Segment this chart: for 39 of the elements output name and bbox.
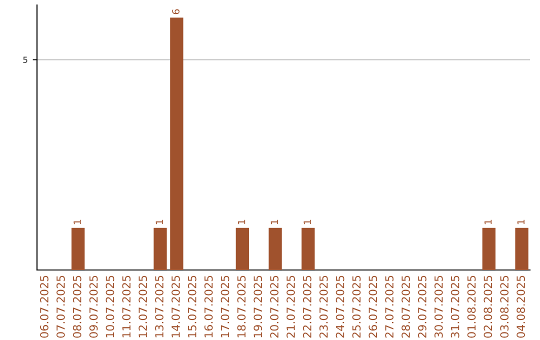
x-tick-label: 17.07.2025	[220, 276, 230, 338]
x-tick-label: 04.08.2025	[516, 276, 526, 338]
x-tick-label: 18.07.2025	[237, 276, 246, 338]
x-tick-label: 10.07.2025	[106, 276, 114, 338]
data-label: 1	[238, 220, 246, 224]
data-label: 1	[484, 220, 492, 224]
x-tick-label: 29.07.2025	[418, 276, 426, 338]
data-label: 1	[270, 220, 278, 224]
x-tick-label: 19.07.2025	[254, 276, 262, 338]
x-tick-label: 01.08.2025	[467, 276, 476, 338]
x-tick-label: 30.07.2025	[434, 276, 443, 338]
x-tick-label: 06.07.2025	[40, 276, 48, 338]
x-tick-label: 31.07.2025	[450, 276, 460, 338]
x-tick-label: 13.07.2025	[155, 276, 164, 338]
data-label: 1	[304, 220, 311, 224]
x-tick-label: 02.08.2025	[484, 276, 492, 338]
x-tick-label: 12.07.2025	[138, 276, 148, 338]
x-tick-label: 25.07.2025	[352, 276, 361, 338]
x-tick-label: 27.07.2025	[385, 276, 394, 338]
x-tick-label: 22.07.2025	[302, 276, 312, 338]
data-label: 6	[172, 9, 180, 14]
x-tick-label: 16.07.2025	[204, 276, 213, 338]
x-tick-label: 15.07.2025	[188, 276, 196, 338]
x-tick-label: 09.07.2025	[89, 276, 98, 338]
x-tick-label: 20.07.2025	[270, 276, 279, 338]
x-tick-label: 07.07.2025	[56, 276, 65, 338]
y-tick-label: 5	[23, 56, 28, 63]
x-tick-label: 28.07.2025	[402, 276, 410, 338]
x-tick-label: 11.07.2025	[122, 276, 131, 338]
x-tick-label: 26.07.2025	[368, 276, 378, 338]
x-tick-label: 21.07.2025	[286, 276, 295, 338]
data-label: 1	[74, 220, 81, 224]
data-label: 1	[517, 220, 524, 224]
x-tick-label: 14.07.2025	[172, 276, 180, 338]
x-tick-label: 03.08.2025	[500, 276, 509, 338]
x-tick-label: 24.07.2025	[336, 276, 344, 338]
x-tick-label: 08.07.2025	[72, 276, 82, 338]
x-tick-label: 23.07.2025	[319, 276, 328, 338]
data-label: 1	[156, 220, 163, 224]
